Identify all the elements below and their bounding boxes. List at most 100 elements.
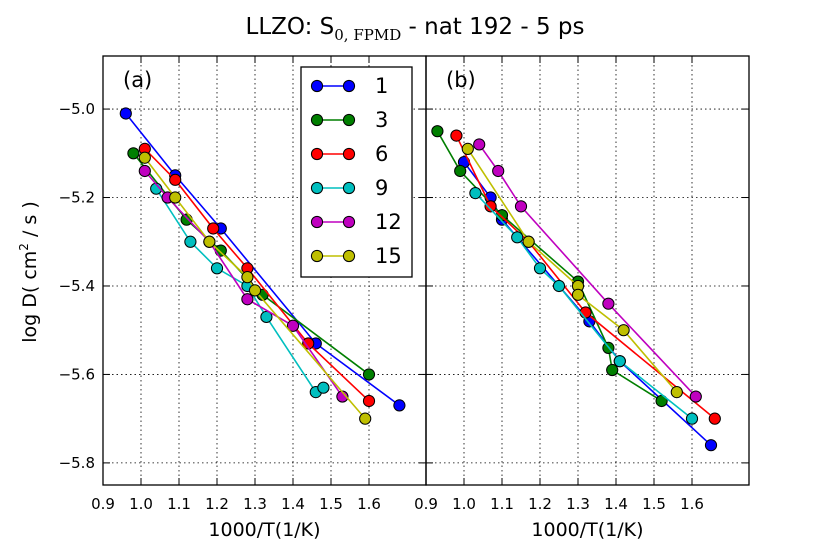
x-tick-label: 1.6 <box>357 495 381 513</box>
legend: 1 3 6 9 12 15 <box>300 66 413 278</box>
data-point-1 <box>704 439 718 452</box>
data-point-15 <box>203 235 216 248</box>
data-point-9 <box>685 412 699 425</box>
data-point-3 <box>495 209 509 222</box>
x-tick-label: 1.6 <box>680 495 704 513</box>
legend-label-1: 1 <box>375 74 388 98</box>
data-point-6 <box>169 173 182 186</box>
data-point-15 <box>522 235 535 248</box>
data-point-9 <box>469 187 482 200</box>
y-tick-label: −5.0 <box>59 100 95 118</box>
data-point-6 <box>450 129 463 142</box>
data-point-6 <box>579 306 592 319</box>
legend-marker-3 <box>310 113 324 127</box>
x-axis-label: 1000/T(1/K) <box>208 519 320 541</box>
series-line-6 <box>144 148 370 402</box>
data-point-12 <box>602 297 615 310</box>
data-point-1 <box>119 107 132 120</box>
data-point-3 <box>606 363 619 377</box>
legend-label-15: 15 <box>375 244 402 268</box>
data-point-15 <box>359 412 372 425</box>
legend-marker-6 <box>310 147 324 161</box>
x-tick-label: 1.0 <box>452 495 476 513</box>
data-point-9 <box>317 381 330 394</box>
x-tick-label: 0.9 <box>414 495 438 513</box>
legend-marker-3 <box>342 113 356 127</box>
x-tick-label: 1.1 <box>490 495 514 513</box>
data-point-3 <box>431 125 444 138</box>
data-point-15 <box>571 288 585 301</box>
data-point-9 <box>613 355 626 368</box>
x-tick-label: 1.3 <box>243 495 267 513</box>
legend-box <box>300 66 413 278</box>
data-point-12 <box>492 164 505 178</box>
data-point-15 <box>248 284 262 297</box>
data-point-12 <box>514 200 528 213</box>
series-line-9 <box>474 192 693 420</box>
series-line-15 <box>144 157 366 420</box>
series-line-1 <box>463 161 712 446</box>
x-tick-label: 1.0 <box>129 495 153 513</box>
data-point-15 <box>241 271 254 284</box>
x-tick-label: 1.2 <box>205 495 229 513</box>
y-tick-label: −5.6 <box>59 365 95 383</box>
data-point-3 <box>454 164 467 178</box>
plot-frame <box>425 55 750 486</box>
legend-marker-9 <box>342 181 356 195</box>
data-point-15 <box>461 142 474 155</box>
legend-marker-1 <box>342 79 356 93</box>
data-point-1 <box>393 399 406 412</box>
legend-label-9: 9 <box>375 176 388 200</box>
data-point-12 <box>138 164 151 178</box>
legend-marker-12 <box>342 215 356 229</box>
data-point-15 <box>138 151 151 164</box>
series-line-12 <box>478 143 697 398</box>
data-point-3 <box>127 147 140 160</box>
data-point-9 <box>210 262 224 275</box>
x-tick-label: 0.9 <box>91 495 115 513</box>
data-point-15 <box>169 191 182 204</box>
panel-tag-b: (b) <box>446 68 476 92</box>
x-tick-label: 1.5 <box>319 495 343 513</box>
legend-marker-9 <box>310 181 324 195</box>
data-point-15 <box>670 386 683 399</box>
legend-marker-1 <box>310 79 324 93</box>
x-tick-label: 1.3 <box>566 495 590 513</box>
data-point-6 <box>207 222 220 235</box>
panel-a: 0.9 1.0 1.1 1.2 1.3 1.4 1.5 1.6 −5.0 −5.2 −5.4 −5.6… <box>59 55 427 541</box>
x-axis-label: 1000/T(1/K) <box>531 519 643 541</box>
x-tick-label: 1.4 <box>604 495 628 513</box>
x-tick-label: 1.4 <box>281 495 305 513</box>
series-line-15 <box>467 148 678 393</box>
x-tick-label: 1.2 <box>528 495 552 513</box>
x-tick-label: 1.1 <box>167 495 191 513</box>
y-axis-label: log D( cm2 / s ) <box>17 201 41 343</box>
data-point-6 <box>302 337 315 350</box>
data-point-12 <box>689 390 702 403</box>
data-point-12 <box>241 293 254 306</box>
data-point-15 <box>617 324 630 337</box>
legend-marker-6 <box>342 147 356 161</box>
x-tick-label: 1.5 <box>642 495 666 513</box>
data-point-9 <box>260 310 273 324</box>
chart-title: LLZO: S0, FPMD - nat 192 - 5 ps <box>246 14 585 44</box>
panel-tag-a: (a) <box>123 68 152 92</box>
data-point-9 <box>511 231 524 244</box>
legend-label-6: 6 <box>375 142 388 166</box>
legend-label-3: 3 <box>375 108 388 132</box>
legend-marker-12 <box>310 215 324 229</box>
y-tick-label: −5.8 <box>59 454 95 472</box>
data-point-9 <box>184 235 197 248</box>
legend-label-12: 12 <box>375 210 402 234</box>
legend-marker-15 <box>342 249 356 263</box>
data-point-9 <box>552 279 566 293</box>
data-point-6 <box>708 412 721 425</box>
data-point-12 <box>286 319 300 332</box>
data-point-6 <box>484 200 497 213</box>
y-tick-label: −5.2 <box>59 189 95 207</box>
data-point-9 <box>533 262 547 275</box>
legend-marker-15 <box>310 249 324 263</box>
data-point-12 <box>473 138 486 151</box>
data-point-3 <box>362 368 376 381</box>
